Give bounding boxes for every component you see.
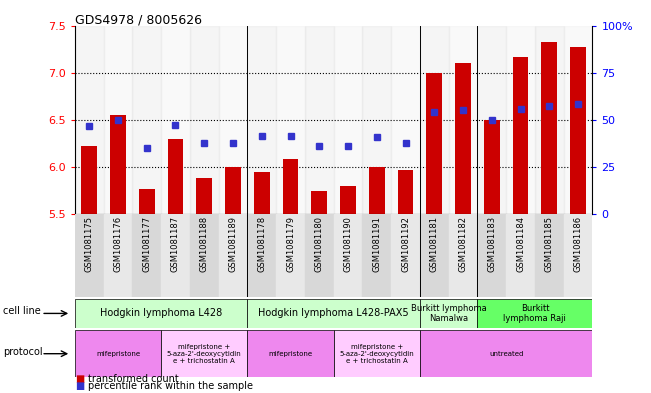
Bar (564, 214, 592, 297)
Text: Hodgkin lymphoma L428-PAX5: Hodgkin lymphoma L428-PAX5 (258, 309, 409, 318)
Bar (104, 214, 132, 297)
Bar (477, 299, 592, 328)
Text: ■: ■ (75, 381, 84, 391)
Bar (455, 63, 471, 214)
Text: GSM1081176: GSM1081176 (113, 216, 122, 272)
Bar (254, 172, 270, 214)
Bar (369, 167, 385, 214)
Text: GSM1081179: GSM1081179 (286, 216, 295, 272)
Text: GSM1081189: GSM1081189 (229, 216, 238, 272)
Bar (570, 47, 586, 214)
Bar (247, 330, 333, 377)
Bar (420, 330, 592, 377)
Text: percentile rank within the sample: percentile rank within the sample (88, 381, 253, 391)
Bar (426, 73, 442, 214)
Bar (161, 214, 190, 297)
Text: transformed count: transformed count (88, 374, 178, 384)
Bar (484, 120, 500, 214)
Text: GSM1081188: GSM1081188 (200, 216, 209, 272)
Text: GSM1081178: GSM1081178 (257, 216, 266, 272)
Text: GSM1081175: GSM1081175 (85, 216, 94, 272)
Bar (535, 214, 564, 297)
Bar (506, 26, 535, 214)
Text: GSM1081182: GSM1081182 (458, 216, 467, 272)
Bar (247, 214, 276, 297)
Text: GSM1081181: GSM1081181 (430, 216, 439, 272)
Text: GSM1081180: GSM1081180 (315, 216, 324, 272)
Bar (564, 26, 592, 214)
Text: GSM1081191: GSM1081191 (372, 216, 381, 272)
Bar (110, 115, 126, 214)
Text: GSM1081192: GSM1081192 (401, 216, 410, 272)
Bar (219, 214, 247, 297)
Bar (391, 26, 420, 214)
Bar (247, 26, 276, 214)
Bar (167, 139, 184, 214)
Bar (75, 26, 104, 214)
Text: Burkitt
lymphoma Raji: Burkitt lymphoma Raji (503, 304, 566, 323)
Bar (542, 42, 557, 214)
Text: Hodgkin lymphoma L428: Hodgkin lymphoma L428 (100, 309, 222, 318)
Bar (420, 214, 449, 297)
Bar (449, 214, 477, 297)
Bar (81, 146, 97, 214)
Bar (161, 26, 190, 214)
Text: mifepristone +
5-aza-2'-deoxycytidin
e + trichostatin A: mifepristone + 5-aza-2'-deoxycytidin e +… (339, 344, 414, 364)
Bar (340, 186, 356, 214)
Bar (398, 170, 413, 214)
Bar (477, 26, 506, 214)
Text: protocol: protocol (3, 347, 43, 357)
Text: GDS4978 / 8005626: GDS4978 / 8005626 (75, 14, 202, 27)
Bar (311, 191, 327, 214)
Bar (333, 214, 363, 297)
Bar (219, 26, 247, 214)
Bar (104, 26, 132, 214)
Bar (132, 26, 161, 214)
Bar (161, 330, 247, 377)
Bar (139, 189, 155, 214)
Bar (283, 160, 298, 214)
Text: Burkitt lymphoma
Namalwa: Burkitt lymphoma Namalwa (411, 304, 486, 323)
Bar (190, 214, 219, 297)
Bar (75, 330, 161, 377)
Bar (305, 214, 333, 297)
Bar (420, 299, 477, 328)
Bar (333, 330, 420, 377)
Bar (506, 214, 535, 297)
Text: GSM1081177: GSM1081177 (143, 216, 151, 272)
Text: GSM1081184: GSM1081184 (516, 216, 525, 272)
Bar (535, 26, 564, 214)
Text: mifepristone +
5-aza-2'-deoxycytidin
e + trichostatin A: mifepristone + 5-aza-2'-deoxycytidin e +… (167, 344, 242, 364)
Text: mifepristone: mifepristone (268, 351, 312, 357)
Text: GSM1081190: GSM1081190 (344, 216, 352, 272)
Text: cell line: cell line (3, 307, 41, 316)
Bar (132, 214, 161, 297)
Bar (477, 214, 506, 297)
Text: GSM1081183: GSM1081183 (488, 216, 496, 272)
Bar (197, 178, 212, 214)
Bar (75, 214, 104, 297)
Text: ■: ■ (75, 374, 84, 384)
Bar (363, 26, 391, 214)
Bar (512, 57, 529, 214)
Bar (225, 167, 241, 214)
Bar (449, 26, 477, 214)
Bar (276, 214, 305, 297)
Text: mifepristone: mifepristone (96, 351, 140, 357)
Bar (247, 299, 420, 328)
Text: GSM1081185: GSM1081185 (545, 216, 554, 272)
Bar (333, 26, 363, 214)
Bar (190, 26, 219, 214)
Bar (391, 214, 420, 297)
Text: GSM1081187: GSM1081187 (171, 216, 180, 272)
Bar (305, 26, 333, 214)
Bar (420, 26, 449, 214)
Text: untreated: untreated (489, 351, 523, 357)
Bar (363, 214, 391, 297)
Text: GSM1081186: GSM1081186 (574, 216, 583, 272)
Bar (75, 299, 247, 328)
Bar (276, 26, 305, 214)
